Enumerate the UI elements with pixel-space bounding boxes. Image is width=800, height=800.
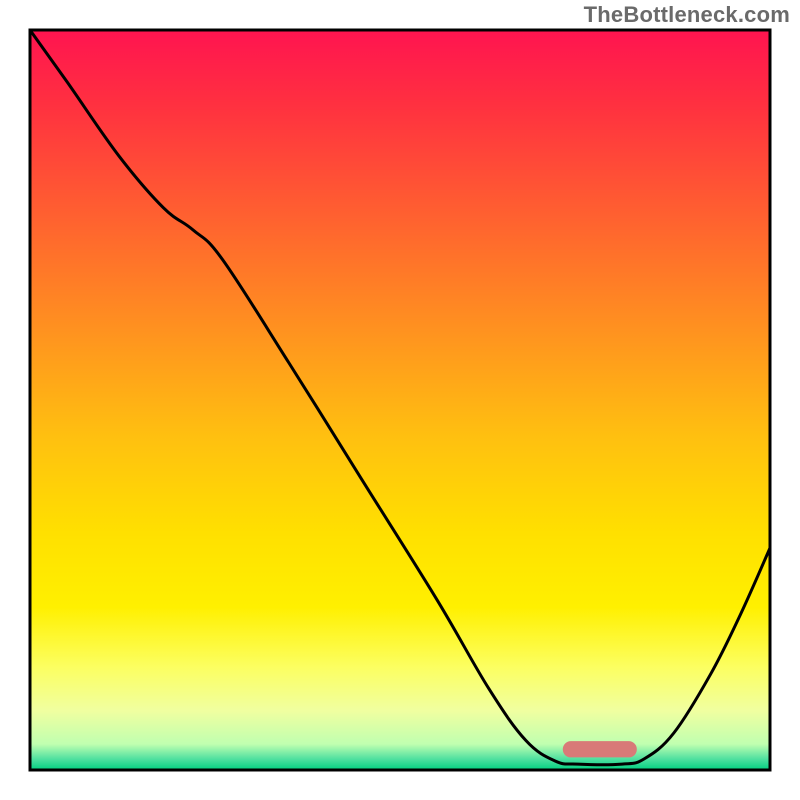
watermark-text: TheBottleneck.com: [584, 2, 790, 28]
optimal-marker: [563, 741, 637, 757]
gradient-background: [30, 30, 770, 770]
chart-container: TheBottleneck.com: [0, 0, 800, 800]
bottleneck-chart: [0, 0, 800, 800]
